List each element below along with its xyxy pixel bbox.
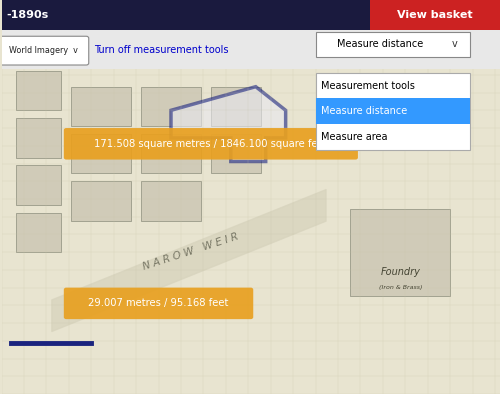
- Text: Measure distance: Measure distance: [320, 106, 407, 116]
- Bar: [211, 134, 260, 173]
- Text: 171.508 square metres / 1846.100 square feet: 171.508 square metres / 1846.100 square …: [94, 139, 328, 149]
- Bar: [350, 209, 450, 296]
- Bar: [141, 87, 201, 126]
- Text: Turn off measurement tools: Turn off measurement tools: [94, 45, 228, 55]
- Text: Measurement tools: Measurement tools: [320, 81, 414, 91]
- Bar: [16, 165, 62, 205]
- FancyBboxPatch shape: [64, 128, 358, 160]
- Bar: [72, 181, 131, 221]
- Bar: [16, 213, 62, 252]
- Text: Measure distance: Measure distance: [338, 39, 424, 49]
- Bar: [141, 181, 201, 221]
- Bar: [72, 87, 131, 126]
- Bar: [2, 0, 500, 30]
- Polygon shape: [171, 87, 285, 162]
- Bar: [316, 98, 470, 124]
- Bar: [316, 73, 470, 150]
- Bar: [211, 87, 260, 126]
- Text: 29.007 metres / 95.168 feet: 29.007 metres / 95.168 feet: [88, 298, 228, 309]
- Bar: [72, 134, 131, 173]
- FancyBboxPatch shape: [64, 288, 253, 319]
- Bar: [141, 134, 201, 173]
- Text: Measure area: Measure area: [320, 132, 387, 142]
- FancyBboxPatch shape: [316, 32, 470, 57]
- Text: View basket: View basket: [398, 10, 473, 20]
- Bar: [16, 118, 62, 158]
- Text: N A R O W   W E I R: N A R O W W E I R: [142, 232, 240, 272]
- Text: Foundry: Foundry: [380, 267, 420, 277]
- Text: -1890s: -1890s: [6, 10, 48, 20]
- FancyBboxPatch shape: [0, 36, 88, 65]
- Text: World Imagery  v: World Imagery v: [10, 46, 78, 54]
- Text: v: v: [452, 39, 458, 49]
- Text: (Iron & Brass): (Iron & Brass): [378, 285, 422, 290]
- Bar: [370, 0, 500, 30]
- Bar: [2, 30, 500, 69]
- Bar: [16, 71, 62, 110]
